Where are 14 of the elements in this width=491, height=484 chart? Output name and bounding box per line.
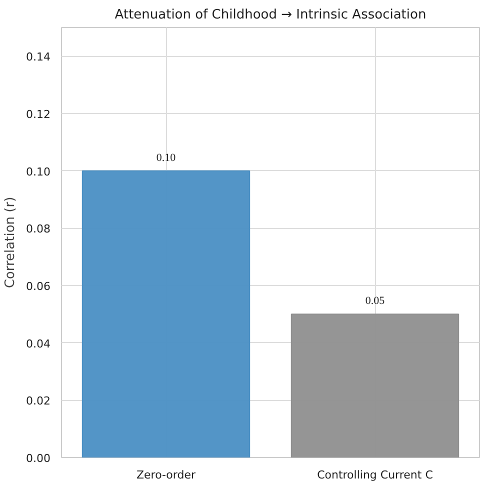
chart-title: Attenuation of Childhood → Intrinsic Association xyxy=(114,8,426,22)
data-label: 0.05 xyxy=(365,295,386,308)
text: 0.12 xyxy=(26,108,51,121)
text: 0.14 xyxy=(26,50,51,64)
y-axis-title: Correlation (r) xyxy=(3,196,18,288)
data-label: 0.10 xyxy=(156,152,176,164)
text: 0.06 xyxy=(26,280,51,293)
text: 0.02 xyxy=(26,394,51,408)
text: 0.08 xyxy=(26,222,51,236)
text: 0.04 xyxy=(26,337,51,350)
text: 0.00 xyxy=(26,452,51,465)
x-tick-label: Zero-order xyxy=(136,468,196,482)
text: 0.10 xyxy=(26,165,51,178)
x-tick-label: Controlling Current C xyxy=(317,468,434,482)
